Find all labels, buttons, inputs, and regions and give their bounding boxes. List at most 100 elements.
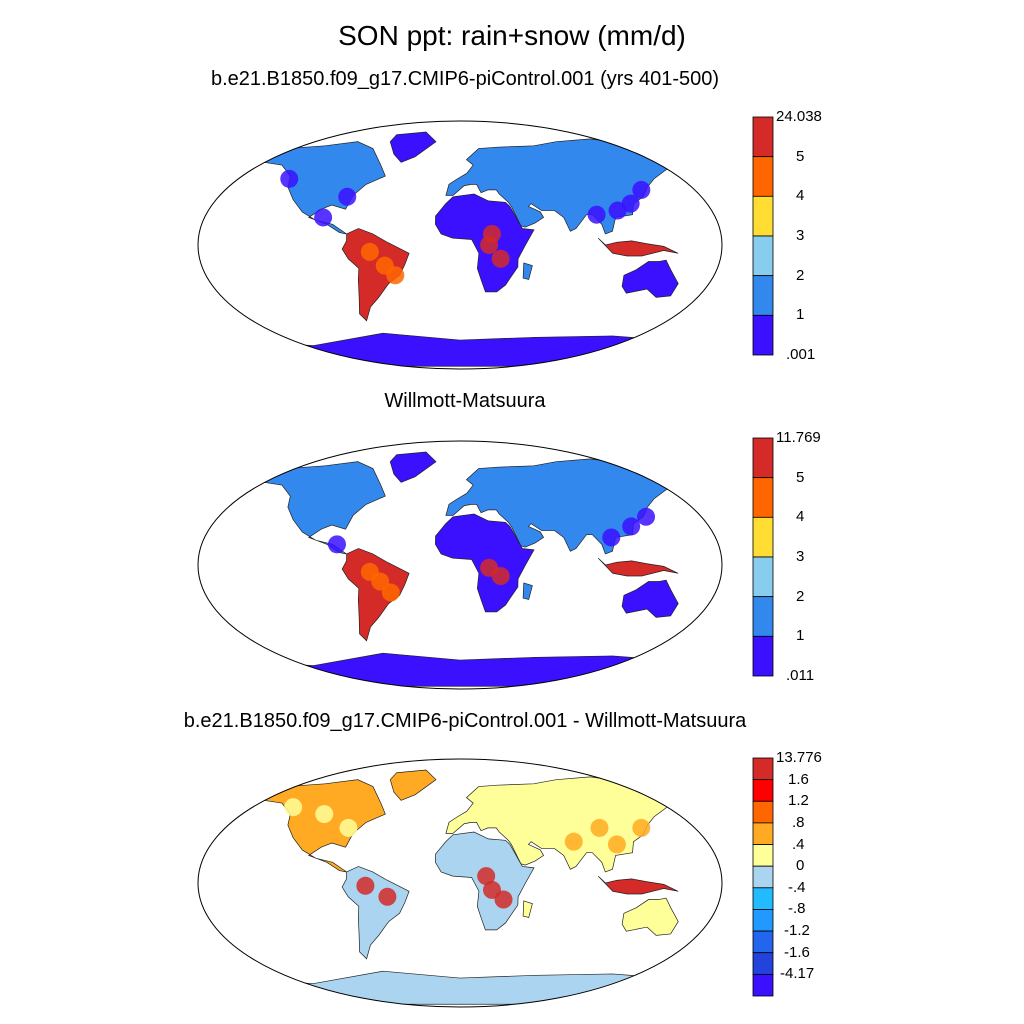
colorbar-swatch: [752, 516, 774, 558]
landmass-indonesia: [597, 237, 679, 257]
colorbar-swatches: [752, 757, 774, 997]
landmass-southAmerica: [341, 866, 410, 960]
colorbar-label: 11.769: [776, 429, 821, 446]
map-boundary: [197, 120, 723, 370]
precip-anomaly-blob: [491, 249, 510, 268]
precip-anomaly-blob: [632, 818, 651, 837]
precip-anomaly-blob: [356, 876, 375, 895]
colorbar-label: 4: [796, 508, 805, 526]
colorbar-swatch: [752, 779, 774, 802]
panel-title: b.e21.B1850.f09_g17.CMIP6-piControl.001 …: [183, 710, 747, 732]
landmass-northAmerica: [243, 461, 386, 555]
figure-title: SON ppt: rain+snow (mm/d): [338, 20, 686, 51]
colorbar-swatch: [752, 952, 774, 975]
colorbar-label: 5: [796, 468, 805, 486]
world-map: [197, 758, 723, 1008]
landmass-northAmerica: [243, 779, 386, 873]
precip-anomaly-blob: [590, 818, 609, 837]
landmass-greenland: [389, 131, 437, 163]
colorbar-label: 3: [796, 548, 805, 565]
precip-anomaly-blob: [280, 169, 299, 188]
landmass-australia: [621, 259, 679, 298]
colorbar-label: .011: [786, 667, 815, 684]
colorbar-label: -.4: [788, 878, 806, 896]
colorbar-swatch: [752, 635, 774, 677]
colorbar-swatch: [752, 195, 774, 237]
colorbar-label: 1.2: [788, 792, 809, 810]
colorbar-label: -1.6: [784, 943, 810, 961]
landmass-antarctica: [234, 970, 685, 1005]
colorbar-label: .001: [786, 346, 816, 363]
colorbar-swatch: [752, 235, 774, 277]
map-boundary: [197, 758, 723, 1008]
precip-anomaly-blob: [491, 567, 510, 586]
world-map: [197, 120, 723, 370]
precip-anomaly-blob: [587, 205, 606, 224]
colorbar-swatch: [752, 757, 774, 781]
colorbar-swatch: [752, 973, 774, 997]
precip-anomaly-blob: [602, 528, 621, 547]
colorbar-label: 2: [796, 587, 805, 605]
precip-anomaly-blob: [378, 887, 397, 906]
precip-anomaly-blob: [327, 535, 346, 554]
colorbar-swatch: [752, 556, 774, 598]
colorbar-swatch: [752, 887, 774, 910]
colorbar-swatch: [752, 822, 774, 845]
colorbar-label: 24.038: [776, 108, 822, 125]
precip-anomaly-blob: [494, 890, 513, 909]
map-boundary: [197, 440, 723, 690]
colorbar-swatch: [752, 477, 774, 518]
landmass-greenland: [389, 769, 437, 801]
precip-anomaly-blob: [622, 517, 641, 536]
colorbar-label: 13.776: [776, 749, 822, 766]
colorbar-swatches: [752, 437, 774, 677]
colorbar-label: 5: [796, 147, 805, 165]
landmass-antarctica: [234, 332, 685, 367]
precip-anomaly-blob: [607, 835, 626, 854]
colorbar-swatch: [752, 909, 774, 932]
landmass-indonesia: [597, 557, 679, 577]
colorbar-swatch: [752, 930, 774, 954]
landmass-greenland: [389, 451, 437, 483]
precip-anomaly-blob: [477, 867, 496, 886]
panel-title: b.e21.B1850.f09_g17.CMIP6-piControl.001 …: [210, 68, 720, 90]
colorbar-swatch: [752, 800, 774, 824]
colorbar-label: 1: [796, 306, 805, 324]
colorbar-label: 3: [796, 227, 805, 244]
landmass-indonesia: [597, 875, 679, 895]
precip-anomaly-blob: [284, 798, 303, 817]
colorbar-label: -1.2: [784, 922, 810, 940]
landmass-madagascar: [522, 582, 533, 600]
colorbar-label: .4: [792, 835, 805, 853]
precip-anomaly-blob: [314, 208, 333, 227]
landmass-madagascar: [522, 262, 533, 280]
colorbar-label: 0: [796, 857, 805, 875]
colorbar-label: 2: [796, 266, 805, 284]
precip-anomaly-blob: [315, 805, 334, 824]
precip-anomaly-blob: [621, 194, 640, 213]
landmass-europeAsia: [445, 776, 688, 873]
precip-anomaly-blob: [482, 224, 501, 243]
landmass-australia: [621, 579, 679, 618]
landmass-antarctica: [234, 652, 685, 687]
colorbar-swatch: [752, 156, 774, 197]
colorbar-swatch: [752, 865, 774, 889]
landmass-southAmerica: [341, 228, 410, 322]
precip-anomaly-blob: [360, 242, 379, 261]
precip-anomaly-blob: [338, 187, 357, 206]
colorbar-label: -4.17: [780, 965, 815, 983]
colorbar-label: 4: [796, 187, 805, 205]
colorbar-swatches: [752, 116, 774, 356]
precip-anomaly-blob: [386, 266, 405, 285]
precip-anomaly-blob: [564, 832, 583, 851]
colorbar-label: .8: [792, 813, 805, 831]
landmass-madagascar: [522, 900, 533, 918]
precip-anomaly-blob: [632, 180, 651, 199]
precip-anomaly-blob: [339, 818, 358, 837]
colorbar-swatch: [752, 116, 774, 158]
precip-anomaly-blob: [381, 583, 400, 602]
colorbar-label: -.8: [788, 900, 806, 918]
colorbar-swatch: [752, 314, 774, 356]
colorbar-swatch: [752, 596, 774, 637]
colorbar-swatch: [752, 844, 774, 867]
